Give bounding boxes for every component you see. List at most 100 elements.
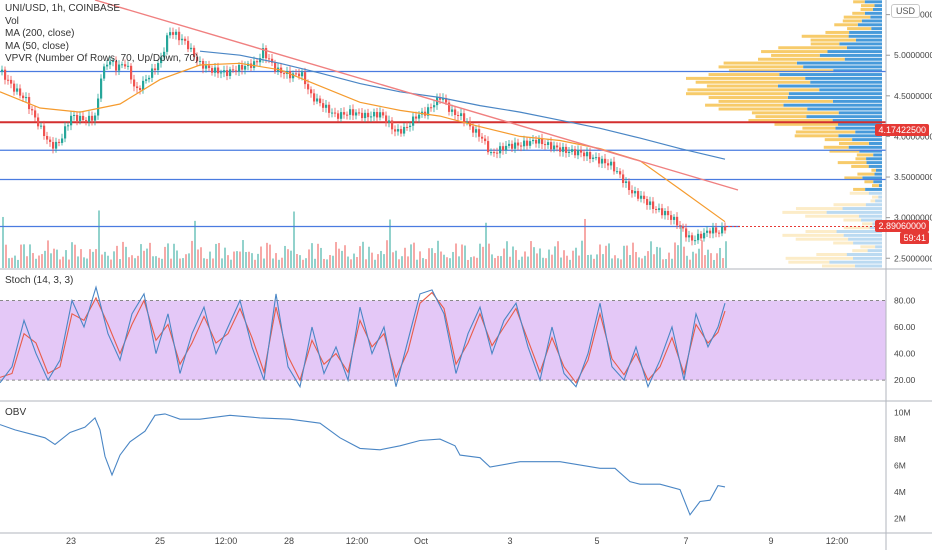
candle-body	[61, 138, 64, 143]
volume-bar	[464, 245, 466, 268]
candle-body	[655, 209, 658, 211]
candle-body	[379, 112, 382, 118]
volume-bar	[431, 248, 433, 268]
volume-bar	[71, 242, 73, 268]
volume-bar	[701, 240, 703, 268]
ma200-line	[199, 50, 726, 160]
volume-bar	[239, 251, 241, 268]
ma50-line	[0, 62, 726, 223]
volume-bar	[617, 258, 619, 268]
volume-profile-row-down	[875, 245, 882, 249]
volume-bar	[140, 244, 142, 268]
volume-bar	[38, 255, 40, 268]
volume-profile-row-down	[867, 249, 882, 253]
volume-profile-row-up	[852, 249, 868, 253]
volume-bar	[662, 259, 664, 268]
price-tick-label-2: 4.50000000	[894, 91, 932, 101]
currency-button[interactable]: USD	[890, 4, 920, 18]
candle-body	[550, 142, 553, 150]
volume-profile-row-down	[835, 126, 882, 130]
volume-profile-row-up	[751, 111, 839, 115]
volume-profile-row-down	[838, 111, 882, 115]
volume-profile-row-down	[858, 214, 882, 218]
volume-bar	[74, 244, 76, 268]
candle-body	[415, 116, 418, 119]
volume-bar	[251, 253, 253, 268]
volume-profile-row-down	[871, 27, 882, 31]
volume-profile-row-down	[856, 38, 882, 42]
volume-bar	[185, 254, 187, 268]
candle-body	[499, 146, 502, 154]
volume-bar	[560, 257, 562, 268]
volume-bar	[137, 255, 139, 268]
candle-body	[676, 216, 679, 226]
volume-profile-row-down	[865, 203, 882, 207]
volume-bar	[578, 255, 580, 268]
volume-profile-row-up	[844, 176, 863, 180]
legend-vpvr[interactable]: VPVR (Number Of Rows, 70, Up/Down, 70)	[5, 53, 199, 64]
volume-bar	[587, 255, 589, 268]
candle-body	[226, 70, 229, 76]
candle-body	[31, 109, 34, 111]
candle-body	[76, 114, 79, 121]
volume-bar	[305, 258, 307, 268]
volume-bar	[401, 256, 403, 268]
volume-bar	[29, 244, 31, 268]
candle-body	[577, 150, 580, 156]
volume-bar	[719, 247, 721, 268]
legend-ma50[interactable]: MA (50, close)	[5, 40, 69, 52]
volume-bar	[437, 240, 439, 268]
volume-bar	[53, 248, 55, 268]
horizontal-levels[interactable]	[0, 70, 886, 228]
volume-bar	[326, 259, 328, 268]
legend-symbol[interactable]: UNI/USD, 1h, COINBASE	[5, 3, 121, 14]
volume-bar	[452, 251, 454, 268]
volume-bar	[329, 255, 331, 268]
volume-bar	[575, 247, 577, 268]
candle-body	[7, 79, 10, 81]
candle-body	[316, 98, 319, 102]
volume-bar	[134, 258, 136, 268]
candle-body	[571, 149, 574, 152]
volume-bar	[299, 255, 301, 268]
volume-profile-row-down	[806, 115, 882, 119]
candle-body	[301, 72, 304, 77]
legend-ma200[interactable]: MA (200, close)	[5, 28, 75, 39]
volume-profile-row-down	[783, 103, 882, 107]
legend-vol[interactable]: Vol	[5, 15, 19, 27]
volume-bar	[593, 258, 595, 268]
candle-body	[712, 227, 715, 234]
candle-body	[193, 47, 196, 57]
volume-profile-row-up	[686, 76, 806, 80]
candle-body	[331, 112, 334, 114]
candle-body	[1, 69, 4, 72]
candle-body	[682, 226, 685, 229]
candle-body	[640, 195, 643, 199]
candle-body	[559, 147, 562, 152]
candle-body	[508, 143, 511, 146]
candle-body	[325, 104, 328, 108]
obv-pane-label[interactable]: OBV	[5, 407, 27, 418]
candle-body	[433, 105, 436, 108]
volume-bar	[713, 259, 715, 268]
candle-body	[274, 62, 277, 72]
stoch-tick-label-2: 40.00	[894, 349, 916, 359]
volume-profile-row-down	[844, 57, 882, 61]
volume-profile-row-up	[718, 65, 804, 69]
stoch-k-line	[0, 285, 726, 389]
stoch-pane-label[interactable]: Stoch (14, 3, 3)	[5, 275, 74, 286]
volume-bar	[293, 211, 295, 268]
volume-profile-row-up	[774, 122, 839, 126]
volume-bar	[266, 242, 268, 268]
volume-bar	[296, 254, 298, 268]
candle-body	[706, 230, 709, 233]
candle-body	[58, 141, 61, 143]
volume-bar	[146, 248, 148, 268]
candle-body	[484, 138, 487, 142]
volume-profile-row-up	[843, 15, 871, 19]
candle-body	[448, 102, 451, 112]
candle-body	[523, 140, 526, 147]
volume-bar	[287, 249, 289, 268]
volume-bar	[632, 242, 634, 268]
